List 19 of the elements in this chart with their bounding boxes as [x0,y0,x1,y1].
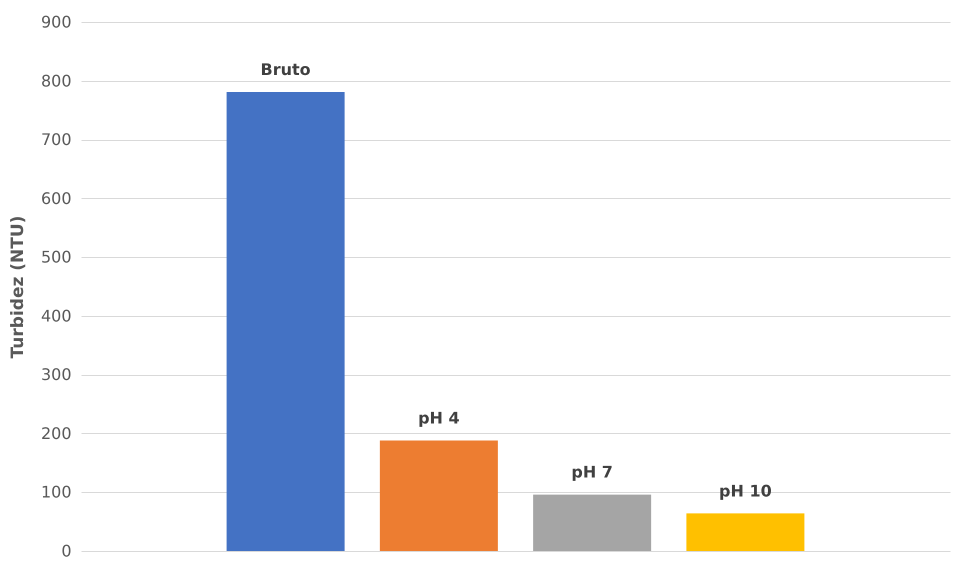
bar [226,92,345,551]
bar [380,440,498,551]
y-tick-label: 900 [40,12,72,32]
y-tick-label: 500 [40,248,72,267]
y-tick-label: 100 [40,482,72,502]
y-tick-label: 400 [40,306,72,326]
y-tick-label: 300 [40,365,72,384]
y-tick-label: 800 [40,71,72,90]
y-tick-label: 600 [40,188,72,208]
bar [686,513,804,551]
x-tick-label: pH 4 [418,408,460,428]
y-tick-label: 700 [40,130,72,150]
x-tick-label: pH 7 [571,462,613,482]
bar [533,494,652,551]
x-tick-label: pH 10 [719,481,772,500]
y-axis-title: Turbidez (NTU) [8,216,28,358]
x-tick-label: Bruto [260,60,311,79]
y-tick-label: 200 [40,424,72,443]
y-tick-label: 0 [61,542,72,560]
